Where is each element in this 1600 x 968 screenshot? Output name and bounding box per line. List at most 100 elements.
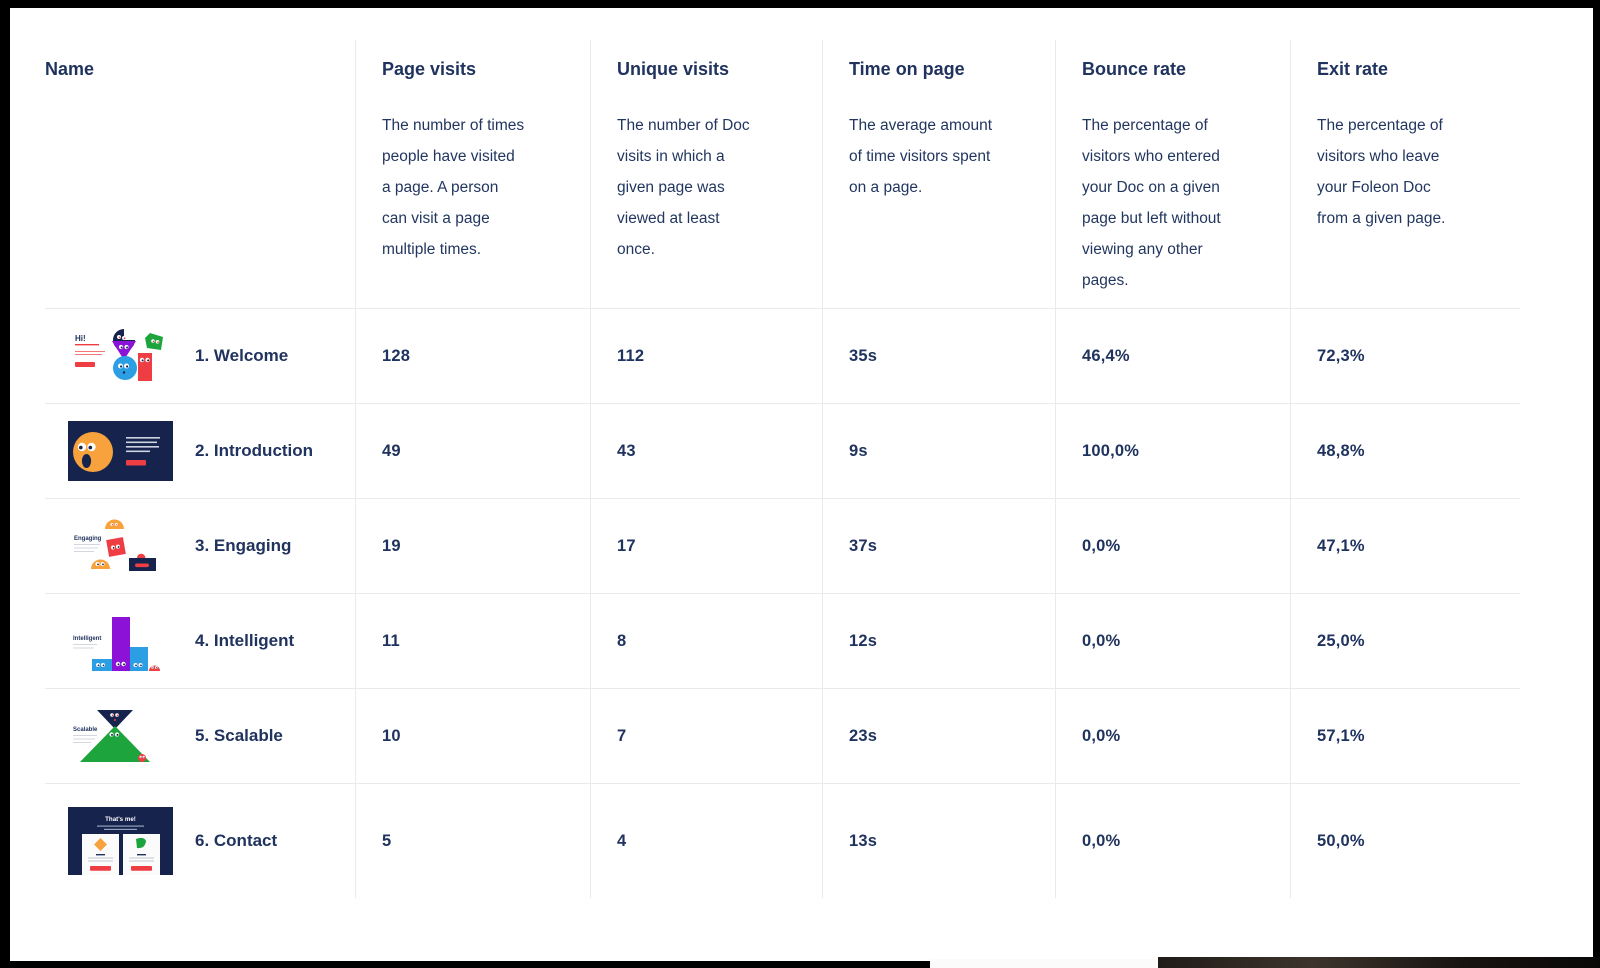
svg-text:Scalable: Scalable <box>73 727 98 733</box>
exit-rate-value: 47,1% <box>1317 536 1365 555</box>
bounce-rate-value: 46,4% <box>1082 346 1130 365</box>
page-visits-value: 49 <box>382 441 401 460</box>
analytics-card: Name Page visits The number of times peo… <box>10 8 1593 961</box>
unique-visits-cell: 43 <box>590 404 822 498</box>
page-name: 2. Introduction <box>195 441 314 460</box>
column-header-page-visits: Page visits The number of times people h… <box>355 40 590 308</box>
unique-visits-cell: 4 <box>590 784 822 898</box>
bounce-rate-value: 0,0% <box>1082 631 1121 650</box>
page-visits-value: 5 <box>382 831 392 850</box>
table-row[interactable]: Scalable 5. Scalable 10 <box>45 688 1520 783</box>
unique-visits-value: 43 <box>617 441 636 460</box>
bounce-rate-value: 0,0% <box>1082 536 1121 555</box>
bounce-rate-cell: 0,0% <box>1055 784 1290 898</box>
column-description: The percentage of visitors who leave you… <box>1317 117 1446 227</box>
bounce-rate-cell: 0,0% <box>1055 689 1290 783</box>
time-on-page-value: 37s <box>849 536 878 555</box>
unique-visits-value: 8 <box>617 631 627 650</box>
column-description: The average amount of time visitors spen… <box>849 117 993 196</box>
column-header-unique-visits: Unique visits The number of Doc visits i… <box>590 40 822 308</box>
page-visits-cell: 49 <box>355 404 590 498</box>
bounce-rate-value: 0,0% <box>1082 726 1121 745</box>
column-description: The number of times people have visited … <box>382 117 525 258</box>
page-analytics-table: Name Page visits The number of times peo… <box>45 40 1520 898</box>
page-visits-cell: 11 <box>355 594 590 688</box>
page-name: 5. Scalable <box>195 726 283 745</box>
column-header-exit-rate: Exit rate The percentage of visitors who… <box>1290 40 1520 308</box>
page-visits-value: 11 <box>382 631 400 650</box>
scalable-page-thumbnail[interactable]: Scalable <box>68 706 173 766</box>
svg-text:Hi!: Hi! <box>75 334 86 343</box>
exit-rate-cell: 72,3% <box>1290 309 1520 403</box>
name-cell: Scalable 5. Scalable <box>45 689 355 783</box>
introduction-page-thumbnail[interactable] <box>68 421 173 481</box>
table-header-row: Name Page visits The number of times peo… <box>45 40 1520 308</box>
name-cell: Intelligent 4. Intelligent <box>45 594 355 688</box>
column-description: The number of Doc visits in which a give… <box>617 117 750 258</box>
unique-visits-value: 7 <box>617 726 627 745</box>
unique-visits-cell: 112 <box>590 309 822 403</box>
page-visits-cell: 10 <box>355 689 590 783</box>
engaging-page-thumbnail[interactable]: Engaging <box>68 516 173 576</box>
exit-rate-value: 50,0% <box>1317 831 1365 850</box>
time-on-page-cell: 23s <box>822 689 1055 783</box>
time-on-page-cell: 9s <box>822 404 1055 498</box>
table-row[interactable]: Engaging 3. Engaging <box>45 498 1520 593</box>
bounce-rate-value: 0,0% <box>1082 831 1121 850</box>
column-label: Bounce rate <box>1082 59 1187 79</box>
table-row[interactable]: 2. Introduction 49 43 9s 100,0% 48,8% <box>45 403 1520 498</box>
bounce-rate-cell: 46,4% <box>1055 309 1290 403</box>
exit-rate-cell: 25,0% <box>1290 594 1520 688</box>
column-label: Name <box>45 59 95 79</box>
unique-visits-value: 17 <box>617 536 636 555</box>
column-label: Time on page <box>849 59 965 79</box>
column-label: Exit rate <box>1317 59 1389 79</box>
unique-visits-value: 112 <box>617 346 645 365</box>
bounce-rate-cell: 100,0% <box>1055 404 1290 498</box>
svg-text:Engaging: Engaging <box>74 536 102 542</box>
exit-rate-cell: 47,1% <box>1290 499 1520 593</box>
unique-visits-cell: 8 <box>590 594 822 688</box>
table-row[interactable]: Intelligent 4. Intelligent <box>45 593 1520 688</box>
name-cell: Engaging 3. Engaging <box>45 499 355 593</box>
bottom-background-texture <box>1158 957 1600 968</box>
page-visits-value: 128 <box>382 346 411 365</box>
name-cell: That's me! 6. Contact <box>45 784 355 898</box>
exit-rate-value: 57,1% <box>1317 726 1365 745</box>
unique-visits-value: 4 <box>617 831 627 850</box>
table-row[interactable]: That's me! 6. Contact <box>45 783 1520 898</box>
time-on-page-value: 9s <box>849 441 868 460</box>
page-name: 6. Contact <box>195 831 278 850</box>
name-cell: 2. Introduction <box>45 404 355 498</box>
bounce-rate-value: 100,0% <box>1082 441 1140 460</box>
page-visits-value: 10 <box>382 726 401 745</box>
page-visits-cell: 128 <box>355 309 590 403</box>
unique-visits-cell: 7 <box>590 689 822 783</box>
page-name: 1. Welcome <box>195 346 289 365</box>
exit-rate-cell: 57,1% <box>1290 689 1520 783</box>
svg-text:Intelligent: Intelligent <box>73 636 101 642</box>
time-on-page-cell: 13s <box>822 784 1055 898</box>
intelligent-page-thumbnail[interactable]: Intelligent <box>68 611 173 671</box>
column-description: The percentage of visitors who entered y… <box>1082 117 1221 289</box>
name-cell: Hi! <box>45 309 355 403</box>
time-on-page-cell: 12s <box>822 594 1055 688</box>
welcome-page-thumbnail[interactable]: Hi! <box>68 326 173 386</box>
contact-page-thumbnail[interactable]: That's me! <box>68 807 173 875</box>
svg-text:That's me!: That's me! <box>105 816 136 823</box>
time-on-page-value: 12s <box>849 631 878 650</box>
page-name: 4. Intelligent <box>195 631 295 650</box>
exit-rate-cell: 48,8% <box>1290 404 1520 498</box>
column-label: Page visits <box>382 59 477 79</box>
time-on-page-cell: 35s <box>822 309 1055 403</box>
time-on-page-value: 13s <box>849 831 878 850</box>
column-header-time-on-page: Time on page The average amount of time … <box>822 40 1055 308</box>
exit-rate-value: 72,3% <box>1317 346 1365 365</box>
unique-visits-cell: 17 <box>590 499 822 593</box>
bounce-rate-cell: 0,0% <box>1055 499 1290 593</box>
time-on-page-value: 35s <box>849 346 878 365</box>
bounce-rate-cell: 0,0% <box>1055 594 1290 688</box>
exit-rate-cell: 50,0% <box>1290 784 1520 898</box>
page-name: 3. Engaging <box>195 536 292 555</box>
table-row[interactable]: Hi! <box>45 308 1520 403</box>
